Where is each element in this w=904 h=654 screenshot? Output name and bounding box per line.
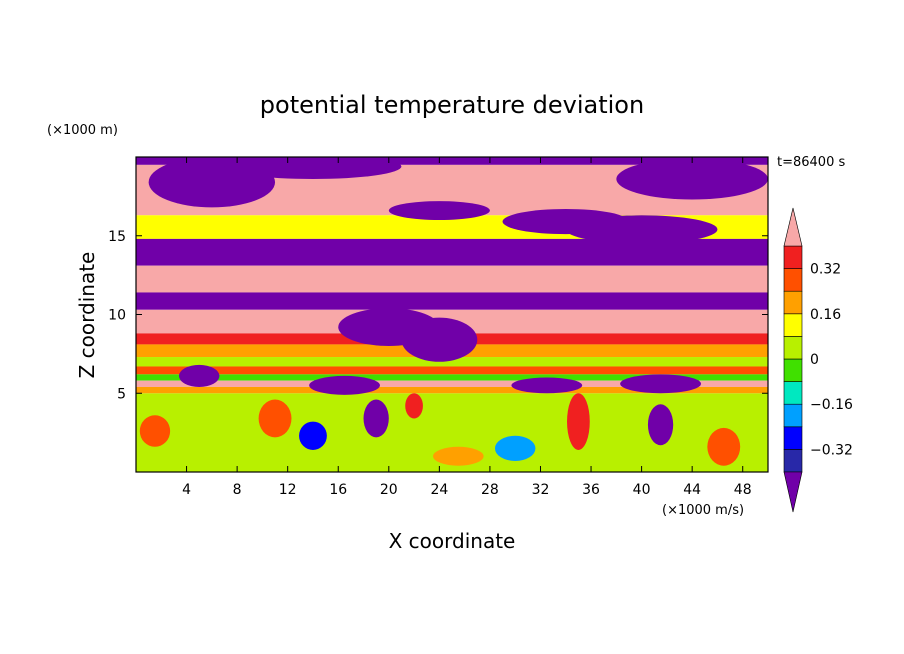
colorbar-label: −0.32 bbox=[810, 442, 853, 458]
contour-blob bbox=[433, 446, 484, 466]
x-tick-label: 48 bbox=[734, 482, 752, 498]
contour-blob bbox=[647, 404, 674, 446]
contour-band bbox=[136, 157, 768, 165]
contour-blob bbox=[405, 393, 423, 419]
contour-blob bbox=[567, 393, 590, 450]
contour-blob bbox=[511, 377, 583, 394]
colorbar-segment bbox=[783, 290, 803, 315]
contour-blob bbox=[565, 215, 718, 244]
colorbar-label: 0.16 bbox=[810, 307, 841, 323]
chart-title: potential temperature deviation bbox=[260, 91, 644, 119]
contour-band bbox=[136, 380, 768, 387]
x-tick-label: 24 bbox=[430, 482, 448, 498]
contour-band bbox=[136, 292, 768, 310]
colorbar-segment bbox=[783, 426, 803, 450]
contour-blob bbox=[178, 364, 220, 387]
x-tick-label: 36 bbox=[582, 482, 600, 498]
y-axis: 5 10 15 bbox=[108, 229, 768, 402]
time-label: t=86400 s bbox=[777, 155, 845, 170]
contour-blob bbox=[616, 158, 768, 200]
y-unit-label: (×1000 m) bbox=[47, 123, 118, 138]
x-tick-label: 32 bbox=[532, 482, 550, 498]
colorbar-max-extension bbox=[783, 207, 803, 247]
x-tick-label: 28 bbox=[481, 482, 499, 498]
contour-band bbox=[136, 265, 768, 293]
contour-blob bbox=[401, 317, 478, 362]
colorbar-segment bbox=[783, 449, 803, 473]
contour-band bbox=[136, 374, 768, 381]
contour-band bbox=[136, 366, 768, 375]
contour-blob bbox=[707, 427, 741, 466]
contour-field bbox=[136, 157, 768, 472]
colorbar-segment bbox=[783, 313, 803, 337]
contour-blob bbox=[258, 399, 292, 438]
colorbar-segment bbox=[783, 381, 803, 405]
x-tick-label: 44 bbox=[683, 482, 701, 498]
contour-blob bbox=[363, 399, 389, 438]
y-tick-label: 5 bbox=[117, 386, 126, 402]
x-axis-title: X coordinate bbox=[389, 529, 516, 553]
contour-blob bbox=[309, 375, 380, 395]
contour-band bbox=[136, 386, 768, 394]
contour-band bbox=[136, 238, 768, 266]
contour-blob bbox=[388, 201, 490, 220]
contour-blob bbox=[139, 415, 171, 447]
contour-band bbox=[136, 357, 768, 367]
colorbar-min-extension bbox=[783, 471, 803, 513]
colorbar-label: 0.32 bbox=[810, 262, 841, 278]
contour-blob bbox=[620, 374, 702, 394]
colorbar-segment bbox=[783, 358, 803, 382]
x-unit-label: (×1000 m/s) bbox=[662, 503, 744, 518]
colorbar-segment bbox=[783, 403, 803, 428]
colorbar-segment bbox=[783, 336, 803, 360]
colorbar: 0.32 0.16 0 −0.16 −0.32 bbox=[783, 207, 853, 513]
colorbar-segment bbox=[783, 245, 803, 269]
x-tick-label: 4 bbox=[182, 482, 191, 498]
contour-blob bbox=[299, 421, 327, 450]
colorbar-label: −0.16 bbox=[810, 397, 853, 413]
y-axis-title: Z coordinate bbox=[75, 252, 99, 379]
contour-blob bbox=[494, 435, 536, 461]
y-tick-label: 15 bbox=[108, 229, 126, 245]
colorbar-segment bbox=[783, 268, 803, 292]
x-tick-label: 16 bbox=[329, 482, 347, 498]
x-tick-label: 8 bbox=[233, 482, 242, 498]
y-tick-label: 10 bbox=[108, 308, 126, 324]
contour-blob bbox=[224, 157, 402, 180]
x-tick-label: 20 bbox=[380, 482, 398, 498]
colorbar-label: 0 bbox=[810, 352, 819, 368]
x-tick-label: 40 bbox=[633, 482, 651, 498]
x-axis: 4 8 12 16 20 24 28 32 36 40 44 48 bbox=[182, 157, 752, 498]
x-tick-label: 12 bbox=[279, 482, 297, 498]
